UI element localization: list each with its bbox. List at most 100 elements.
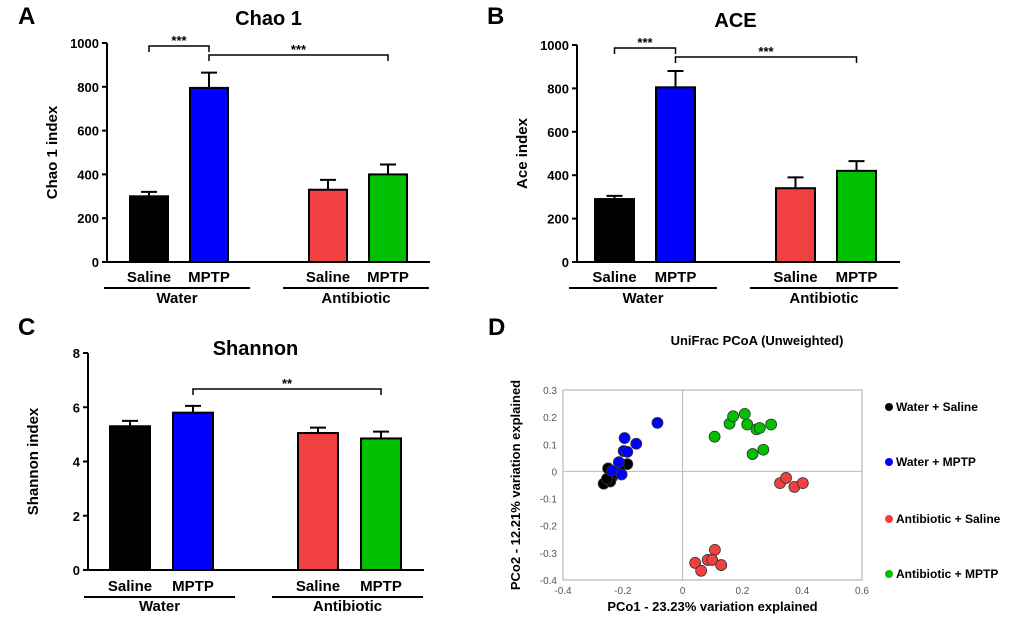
panel-b-significance-bracket (613, 47, 677, 54)
panel-b-group-label: Antibiotic (789, 290, 858, 307)
panel-c-y-tick-label: 4 (73, 455, 81, 470)
panel-b-bar-1 (655, 86, 696, 263)
panel-d-plot-frame (562, 389, 863, 581)
panel-d-x-label: PCo1 - 23.23% variation explained (607, 599, 817, 614)
panel-c-bar-1 (172, 411, 214, 571)
panel-c-significance-label: ** (282, 376, 293, 391)
panel-b-y-tick-label: 200 (547, 212, 569, 227)
panel-d-point-1 (630, 437, 643, 450)
panel-a-bar-2 (308, 188, 348, 263)
panel-c-category-label: Saline (108, 578, 152, 595)
panel-a-y-tick-label: 200 (77, 211, 99, 226)
panel-d-point-1 (618, 432, 631, 444)
panel-b-category-label: MPTP (836, 269, 878, 286)
panel-b-significance-label: *** (758, 44, 774, 59)
panel-d-point-3 (753, 422, 766, 434)
panel-c-letter: C (18, 314, 35, 341)
panel-a-category-label: MPTP (188, 269, 230, 286)
panel-a-category-label: Saline (127, 269, 171, 286)
panel-c-error-bar-2 (310, 426, 326, 434)
panel-b-significance-label: *** (637, 35, 653, 50)
panel-d-point-1 (621, 445, 634, 458)
panel-d-point-2 (689, 557, 702, 569)
panel-b-y-label: Ace index (514, 117, 531, 189)
panel-d-point-1 (615, 468, 628, 481)
panel-b-y-tick-label: 1000 (540, 38, 569, 53)
panel-d-legend-label: Water + MPTP (896, 455, 976, 469)
panel-d-point-3 (738, 407, 751, 420)
panel-c-category-label: Saline (296, 578, 340, 595)
panel-b-category-label: MPTP (655, 269, 697, 286)
panel-a-error-bar-3 (380, 163, 396, 175)
panel-b-error-bar-0 (606, 194, 623, 200)
panel-d-y-tick-label: 0.2 (543, 413, 557, 424)
panel-d-point-1 (651, 416, 664, 429)
panel-d-legend-marker (885, 403, 893, 411)
panel-d-x-tick-label: 0.2 (735, 586, 749, 597)
panel-c-y-tick-label: 0 (73, 563, 80, 578)
panel-a-error-bar-1 (201, 71, 217, 88)
panel-d-point-2 (695, 564, 708, 577)
panel-d-point-2 (780, 472, 792, 484)
panel-c-y-tick-label: 2 (73, 509, 80, 524)
panel-b-bar-2 (775, 187, 816, 263)
panel-c-category-label: MPTP (360, 578, 402, 595)
panel-c-group-label: Antibiotic (313, 598, 382, 615)
panel-d-point-2 (706, 554, 719, 566)
panel-b-error-bar-2 (787, 176, 804, 189)
panel-d-point-2 (796, 477, 809, 490)
panel-d-legend-marker (885, 458, 893, 466)
panel-d-x-tick-label: 0.6 (855, 586, 869, 597)
panel-a-bar-0 (129, 195, 169, 263)
panel-b-error-bar-3 (848, 160, 865, 171)
panel-c-group-label: Water (139, 598, 180, 615)
panel-d-y-tick-label: -0.2 (540, 522, 558, 533)
panel-a-significance-bracket (208, 54, 389, 61)
panel-d-point-3 (741, 418, 754, 431)
panel-b-category-label: Saline (773, 269, 817, 286)
panel-c-y-label: Shannon index (25, 407, 42, 515)
panel-d-title: UniFrac PCoA (Unweighted) (671, 333, 844, 348)
panel-a-y-tick-label: 1000 (70, 36, 99, 51)
panel-b-significance-bracket (674, 56, 858, 63)
panel-d-legend-marker (885, 570, 893, 578)
panel-d-point-3 (765, 418, 778, 431)
panel-d-legend-label: Antibiotic + MPTP (896, 567, 998, 581)
panel-d-point-3 (708, 430, 721, 443)
panel-d-point-1 (613, 456, 625, 469)
panel-a-y-tick-label: 800 (77, 80, 99, 95)
panel-d-y-tick-label: 0.3 (543, 386, 557, 397)
panel-c-y-tick-label: 8 (73, 346, 80, 361)
panel-d-y-tick-label: -0.1 (540, 495, 558, 506)
panel-a-y-tick-label: 400 (77, 167, 99, 182)
panel-c-error-bar-1 (185, 404, 201, 413)
panel-d-point-3 (746, 448, 759, 460)
panel-a-group-label: Water (156, 290, 197, 307)
panel-b-y-tick-label: 400 (547, 168, 569, 183)
panel-c-bar-0 (109, 425, 151, 571)
panel-d-legend-label: Water + Saline (896, 400, 978, 414)
panel-b-y-tick-label: 800 (547, 81, 569, 96)
panel-d-y-label: PCo2 - 12.21% variation explained (508, 380, 523, 590)
panel-a-letter: A (18, 3, 35, 30)
panel-a-error-bar-0 (141, 190, 157, 197)
panel-b-y-tick-label: 0 (562, 255, 569, 270)
panel-a-y-label: Chao 1 index (44, 105, 61, 199)
panel-c-bar-2 (297, 432, 339, 571)
panel-d-y-tick-label: -0.4 (540, 576, 558, 587)
panel-a-y-tick-label: 600 (77, 124, 99, 139)
panel-d-x-tick-label: -0.4 (554, 586, 572, 597)
panel-b-title: ACE (714, 10, 756, 32)
panel-a-y-tick-label: 0 (92, 255, 99, 270)
panel-d-point-3 (727, 410, 740, 423)
panel-c-category-label: MPTP (172, 578, 214, 595)
panel-a-significance-label: *** (171, 33, 187, 48)
panel-c-title: Shannon (213, 338, 299, 360)
panel-c-error-bar-0 (122, 419, 138, 427)
panel-b-bar-0 (594, 198, 635, 264)
panel-b-y-tick-label: 600 (547, 125, 569, 140)
panel-b-category-label: Saline (592, 269, 636, 286)
panel-c-bar-3 (360, 437, 402, 571)
panel-d-point-2 (708, 543, 721, 556)
